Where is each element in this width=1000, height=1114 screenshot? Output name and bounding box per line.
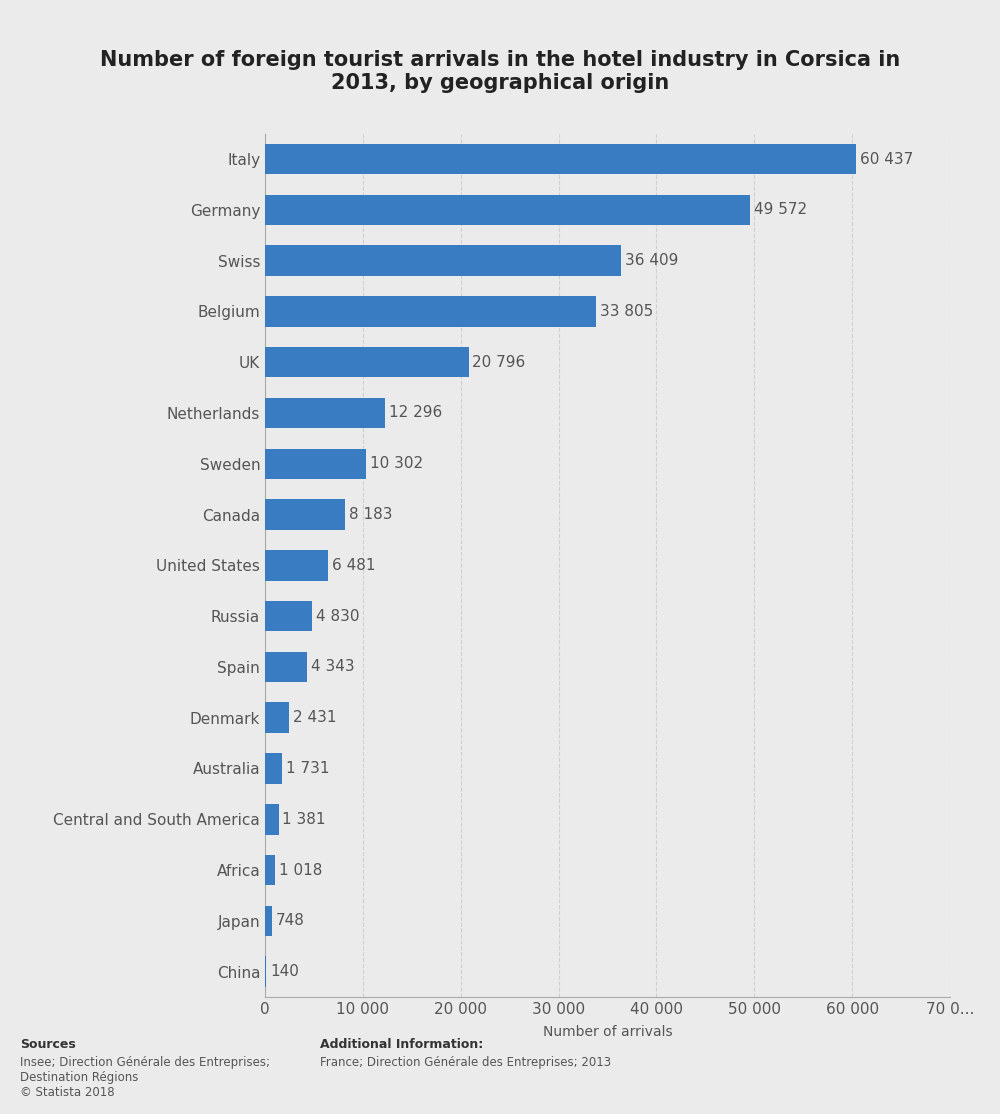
Text: 36 409: 36 409 [625,253,679,268]
Text: 12 296: 12 296 [389,405,442,420]
Text: 33 805: 33 805 [600,304,653,319]
Text: 1 018: 1 018 [279,862,322,878]
Bar [265,703,289,733]
Text: Sources: Sources [20,1038,76,1052]
Bar [265,398,385,428]
Bar [265,144,856,174]
Bar [265,652,307,682]
Bar [265,600,312,632]
Text: 10 302: 10 302 [370,457,423,471]
X-axis label: Number of arrivals: Number of arrivals [543,1025,672,1039]
Text: 6 481: 6 481 [332,558,376,573]
Bar [265,296,596,326]
Text: 2 431: 2 431 [293,711,336,725]
Text: Insee; Direction Générale des Entreprises;
Destination Régions
© Statista 2018: Insee; Direction Générale des Entreprise… [20,1056,270,1100]
Text: 49 572: 49 572 [754,203,807,217]
Bar [265,957,266,987]
Bar [265,195,750,225]
Text: 4 343: 4 343 [311,659,355,674]
Bar [265,906,272,936]
Bar [265,550,328,580]
Text: Additional Information:: Additional Information: [320,1038,483,1052]
Text: 8 183: 8 183 [349,507,392,522]
Bar [265,449,366,479]
Text: 4 830: 4 830 [316,608,360,624]
Text: 140: 140 [270,964,299,979]
Bar [265,753,282,784]
Text: 748: 748 [276,913,305,928]
Bar [265,804,279,834]
Bar [265,346,469,378]
Bar [265,499,345,530]
Text: France; Direction Générale des Entreprises; 2013: France; Direction Générale des Entrepris… [320,1056,611,1069]
Text: 20 796: 20 796 [472,354,526,370]
Text: 1 381: 1 381 [282,812,326,827]
Bar [265,245,621,276]
Text: 1 731: 1 731 [286,761,329,776]
Bar [265,854,275,886]
Text: Number of foreign tourist arrivals in the hotel industry in Corsica in
2013, by : Number of foreign tourist arrivals in th… [100,50,900,94]
Text: 60 437: 60 437 [860,152,914,167]
